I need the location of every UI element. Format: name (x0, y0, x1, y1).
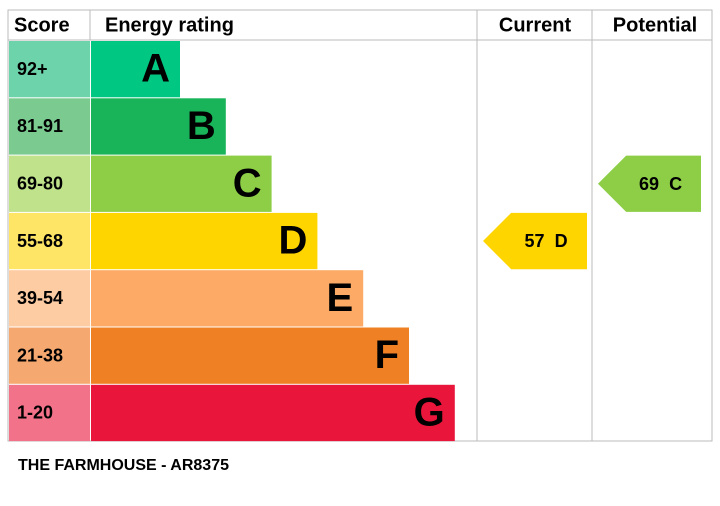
score-label: 39-54 (17, 288, 63, 308)
rating-letter: A (141, 47, 170, 91)
rating-letter: D (279, 219, 308, 263)
footer: THE FARMHOUSE - AR8375 (18, 457, 229, 474)
rating-bar (91, 155, 272, 212)
score-cell (9, 327, 90, 384)
score-cell (9, 41, 90, 98)
rating-bar (91, 270, 364, 327)
header-current: Current (499, 14, 572, 36)
score-cell (9, 155, 90, 212)
score-cell (9, 384, 90, 442)
score-label: 69-80 (17, 174, 63, 194)
current-label: 57 D (525, 231, 568, 251)
score-cell (9, 270, 90, 327)
header-score: Score (14, 14, 70, 36)
score-label: 1-20 (17, 403, 53, 423)
rating-letter: C (233, 161, 262, 205)
rating-bar (91, 384, 455, 442)
rating-letter: B (187, 104, 216, 148)
rating-letter: F (375, 333, 399, 377)
score-label: 55-68 (17, 231, 63, 251)
rating-bar (91, 212, 318, 270)
score-label: 92+ (17, 59, 48, 79)
potential-letter: C (669, 174, 682, 194)
potential-arrow (598, 155, 701, 212)
rating-letter: G (414, 391, 445, 435)
current-arrow (483, 212, 587, 270)
score-cell (9, 212, 90, 270)
rating-letter: E (327, 276, 354, 320)
current-value: 57 (525, 231, 545, 251)
potential-value: 69 (639, 174, 659, 194)
rating-bar (91, 327, 409, 384)
rating-bar (91, 41, 180, 98)
score-label: 21-38 (17, 345, 63, 365)
potential-label: 69 C (639, 174, 682, 194)
score-label: 81-91 (17, 116, 63, 136)
header-energy-rating: Energy rating (105, 14, 234, 36)
rating-bar (91, 98, 226, 155)
header-potential: Potential (613, 14, 697, 36)
current-letter: D (555, 231, 568, 251)
score-cell (9, 98, 90, 155)
